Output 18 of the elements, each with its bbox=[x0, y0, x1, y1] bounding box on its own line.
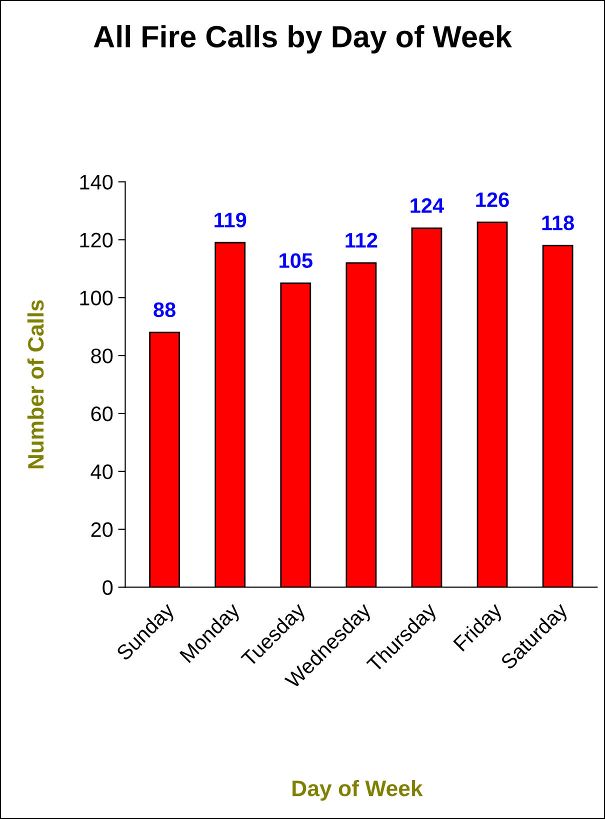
data-label: 112 bbox=[346, 232, 378, 248]
data-label: 126 bbox=[476, 192, 509, 208]
y-tick-label: 100 bbox=[80, 290, 113, 306]
y-tick-label: 20 bbox=[91, 522, 113, 538]
y-tick-label: 0 bbox=[102, 580, 113, 595]
data-label: 118 bbox=[542, 216, 574, 230]
data-label: 119 bbox=[214, 212, 246, 228]
chart-title: All Fire Calls by Day of Week bbox=[94, 25, 512, 54]
x-axis-title: Day of Week bbox=[292, 780, 423, 801]
y-tick-label: 80 bbox=[91, 348, 113, 364]
y-tick-label: 140 bbox=[80, 174, 113, 190]
y-tick-label: 40 bbox=[90, 464, 113, 480]
data-label: 124 bbox=[410, 198, 444, 213]
data-label: 88 bbox=[154, 302, 176, 318]
y-tick-label: 60 bbox=[91, 406, 113, 422]
y-tick-label: 120 bbox=[80, 232, 113, 248]
data-label: 105 bbox=[280, 253, 312, 268]
y-axis-title: Number of Calls bbox=[27, 300, 44, 468]
